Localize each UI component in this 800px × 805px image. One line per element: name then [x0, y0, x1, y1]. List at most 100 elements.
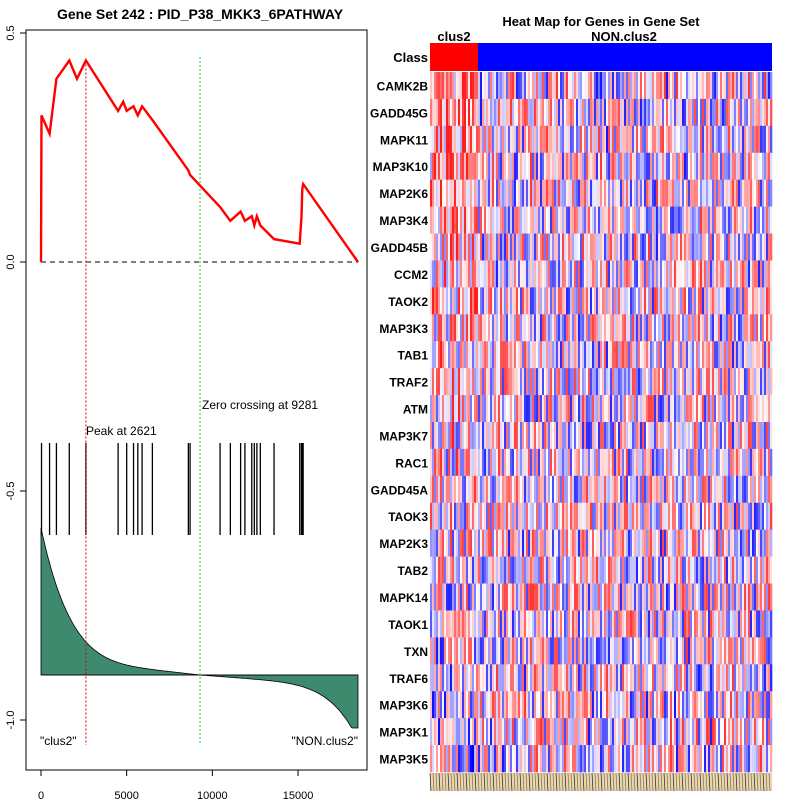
heatmap-cell: [438, 583, 441, 611]
heatmap-cell: [590, 98, 593, 127]
heatmap-cell: [720, 610, 723, 638]
heatmap-cell: [504, 179, 507, 207]
heatmap-cell: [734, 583, 737, 611]
heatmap-cell: [624, 260, 627, 288]
heatmap-cell: [620, 260, 623, 288]
heatmap-cell: [716, 125, 719, 154]
heatmap-cell: [540, 556, 543, 584]
heatmap-cell: [572, 422, 575, 450]
heatmap-cell: [700, 664, 703, 692]
heatmap-cell: [438, 745, 441, 773]
heatmap-cell: [700, 529, 703, 557]
heatmap-cell: [430, 125, 433, 154]
heatmap-cell: [668, 287, 671, 315]
heatmap-cell: [648, 610, 651, 638]
heatmap-cell: [502, 529, 505, 557]
heatmap-cell: [528, 206, 531, 234]
heatmap-cell: [656, 637, 659, 665]
heatmap-cell: [720, 422, 723, 450]
heatmap-cell: [484, 502, 487, 530]
heatmap-cell: [502, 233, 505, 261]
heatmap-cell: [538, 502, 541, 530]
heatmap-cell: [736, 422, 739, 450]
heatmap-cell: [518, 260, 521, 288]
heatmap-cell: [574, 745, 577, 773]
heatmap-cell: [462, 395, 465, 423]
heatmap-cell: [482, 583, 485, 611]
heatmap-cell: [654, 448, 657, 477]
heatmap-cell: [568, 637, 571, 665]
heatmap-cell: [484, 341, 487, 369]
heatmap-cell: [522, 287, 525, 315]
heatmap-cell: [562, 368, 565, 396]
heatmap-cell: [760, 72, 763, 100]
heatmap-cell: [526, 610, 529, 638]
heatmap-cell: [510, 152, 513, 180]
heatmap-cell: [708, 152, 711, 180]
heatmap-cell: [556, 664, 559, 692]
heatmap-cell: [534, 502, 537, 530]
heatmap-cell: [596, 664, 599, 692]
heatmap-cell: [720, 718, 723, 746]
heatmap-cell: [744, 98, 747, 127]
heatmap-cell: [442, 72, 445, 100]
heatmap-cell: [526, 260, 529, 288]
heatmap-cell: [718, 502, 721, 530]
heatmap-cell: [688, 287, 691, 315]
heatmap-cell: [446, 556, 449, 584]
heatmap-cell: [434, 368, 437, 396]
heatmap-cell: [702, 637, 705, 665]
heatmap-cell: [580, 233, 583, 261]
heatmap-cell: [544, 260, 547, 288]
heatmap-cell: [722, 314, 725, 342]
heatmap-cell: [450, 395, 453, 423]
heatmap-cell: [536, 475, 539, 504]
heatmap-cell: [726, 475, 729, 504]
heatmap-cell: [502, 206, 505, 234]
heatmap-cell: [602, 287, 605, 315]
heatmap-cell: [442, 98, 445, 127]
heatmap-cell: [752, 287, 755, 315]
heatmap-cell: [644, 475, 647, 504]
heatmap-cell: [712, 718, 715, 746]
heatmap-cell: [642, 206, 645, 234]
heatmap-cell: [534, 475, 537, 504]
heatmap-cell: [540, 152, 543, 180]
heatmap-cell: [570, 422, 573, 450]
heatmap-cell: [664, 583, 667, 611]
heatmap-cell: [480, 664, 483, 692]
heatmap-cell: [742, 125, 745, 154]
ranked-list-area: [40, 527, 359, 729]
heatmap-cell: [564, 125, 567, 154]
heatmap-cell: [482, 448, 485, 477]
heatmap-cell: [636, 72, 639, 100]
heatmap-cell: [650, 368, 653, 396]
heatmap-cell: [498, 368, 501, 396]
heatmap-cell: [618, 260, 621, 288]
heatmap-cell: [710, 287, 713, 315]
heatmap-cell: [652, 718, 655, 746]
heatmap-cell: [512, 368, 515, 396]
heatmap-cell: [662, 745, 665, 773]
heatmap-cell: [764, 448, 767, 477]
heatmap-cell: [480, 314, 483, 342]
heatmap-cell: [644, 691, 647, 719]
heatmap-cell: [734, 475, 737, 504]
heatmap-cell: [530, 287, 533, 315]
heatmap-cell: [506, 610, 509, 638]
heatmap-cell: [590, 314, 593, 342]
heatmap-cell: [642, 475, 645, 504]
heatmap-cell: [610, 637, 613, 665]
heatmap-cell: [700, 368, 703, 396]
heatmap-cell: [704, 72, 707, 100]
heatmap-cell: [674, 691, 677, 719]
heatmap-cell: [598, 502, 601, 530]
heatmap-cell: [692, 179, 695, 207]
heatmap-cell: [734, 152, 737, 180]
heatmap-cell: [506, 637, 509, 665]
heatmap-cell: [650, 448, 653, 477]
heatmap-cell: [754, 691, 757, 719]
heatmap-cell: [460, 502, 463, 530]
heatmap-cell: [708, 233, 711, 261]
heatmap-cell: [670, 718, 673, 746]
